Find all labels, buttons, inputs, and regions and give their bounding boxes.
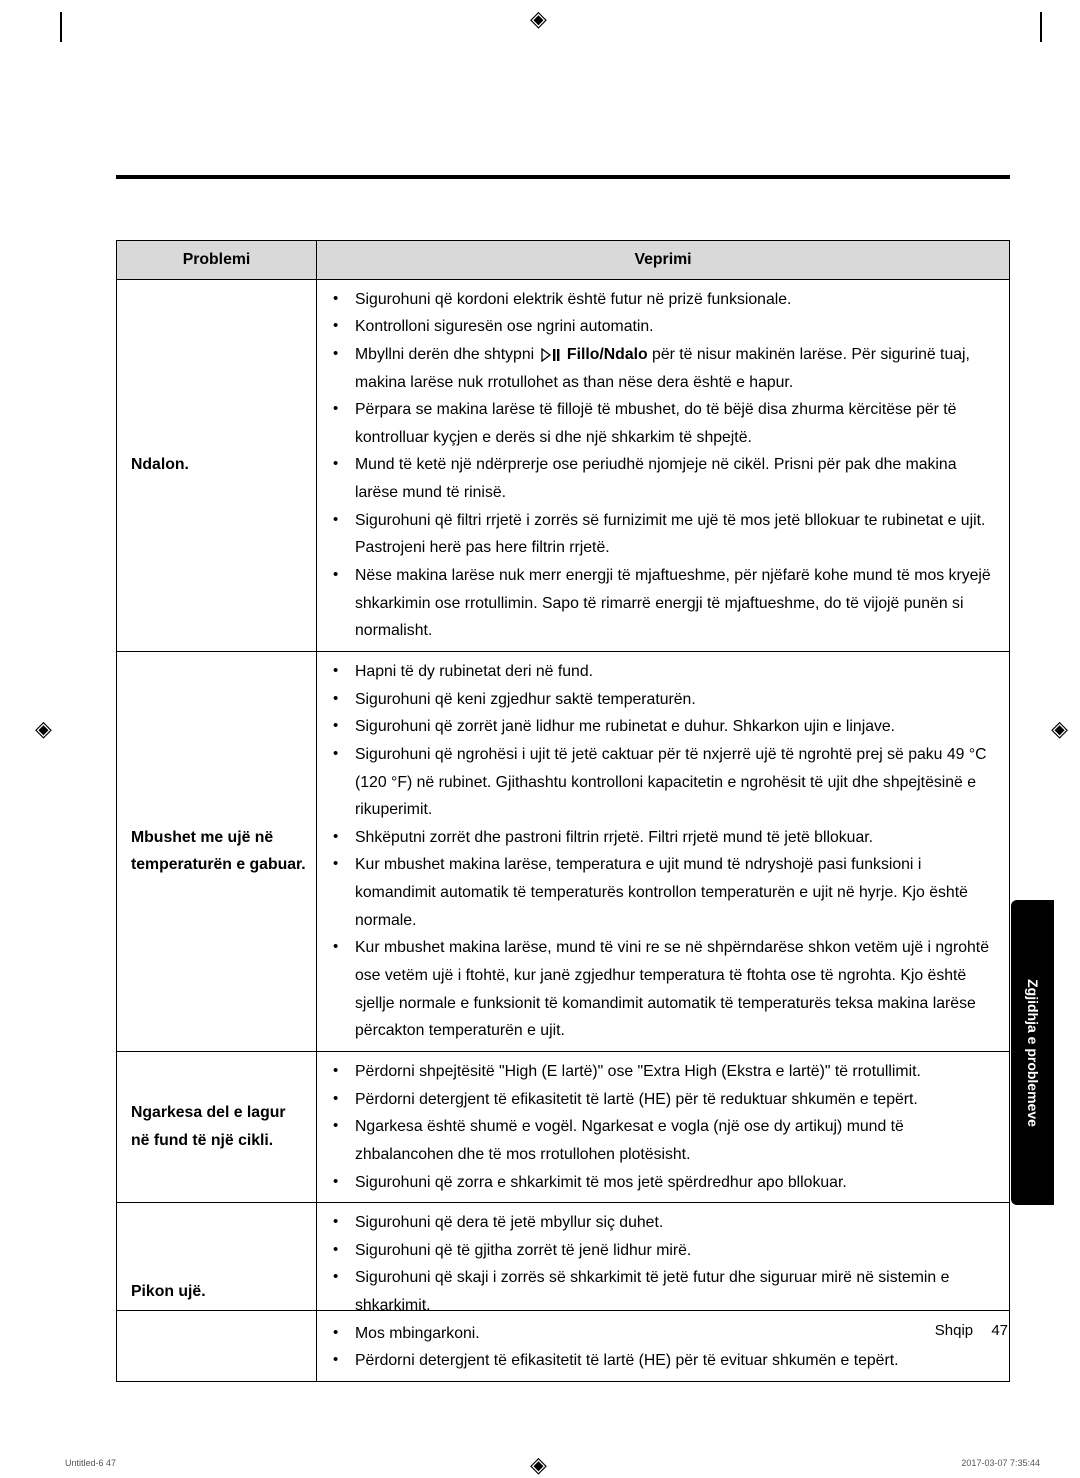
action-cell: Hapni të dy rubinetat deri në fund.Sigur… bbox=[317, 651, 1010, 1051]
action-item: Sigurohuni që kordoni elektrik është fut… bbox=[333, 286, 997, 314]
col-header-action: Veprimi bbox=[317, 241, 1010, 280]
problem-cell: Ngarkesa del e lagur në fund të një cikl… bbox=[117, 1051, 317, 1202]
crop-mark bbox=[1040, 12, 1042, 42]
action-item: Përdorni detergjent të efikasitetit të l… bbox=[333, 1347, 997, 1375]
action-cell: Sigurohuni që kordoni elektrik është fut… bbox=[317, 279, 1010, 651]
action-item: Nëse makina larëse nuk merr energji të m… bbox=[333, 562, 997, 645]
action-cell: Përdorni shpejtësitë "High (E lartë)" os… bbox=[317, 1051, 1010, 1202]
crop-mark bbox=[60, 12, 62, 42]
action-item: Përdorni detergjent të efikasitetit të l… bbox=[333, 1086, 997, 1114]
action-item: Kur mbushet makina larëse, mund të vini … bbox=[333, 934, 997, 1045]
registration-mark: ◈ bbox=[530, 6, 547, 32]
action-item: Ngarkesa është shumë e vogël. Ngarkesat … bbox=[333, 1113, 997, 1168]
footer: Shqip 47 bbox=[935, 1322, 1008, 1339]
action-item: Sigurohuni që zorrët janë lidhur me rubi… bbox=[333, 713, 997, 741]
action-item: Sigurohuni që të gjitha zorrët të jenë l… bbox=[333, 1237, 997, 1265]
action-item: Mund të ketë një ndërprerje ose periudhë… bbox=[333, 451, 997, 506]
section-tab-label: Zgjidhja e problemeve bbox=[1025, 979, 1041, 1127]
action-item: Kontrolloni siguresën ose ngrini automat… bbox=[333, 313, 997, 341]
problem-cell: Mbushet me ujë në temperaturën e gabuar. bbox=[117, 651, 317, 1051]
action-item: Mos mbingarkoni. bbox=[333, 1320, 997, 1348]
action-item: Sigurohuni që zorra e shkarkimit të mos … bbox=[333, 1169, 997, 1197]
action-item: Sigurohuni që filtri rrjetë i zorrës së … bbox=[333, 507, 997, 562]
action-item: Kur mbushet makina larëse, temperatura e… bbox=[333, 851, 997, 934]
top-rule bbox=[116, 175, 1010, 179]
action-item: Shkëputni zorrët dhe pastroni filtrin rr… bbox=[333, 824, 997, 852]
registration-mark: ◈ bbox=[530, 1452, 547, 1478]
action-item: Përpara se makina larëse të fillojë të m… bbox=[333, 396, 997, 451]
problem-cell: Pikon ujë. bbox=[117, 1203, 317, 1382]
col-header-problem: Problemi bbox=[117, 241, 317, 280]
action-item: Sigurohuni që skaji i zorrës së shkarkim… bbox=[333, 1264, 997, 1319]
action-cell: Sigurohuni që dera të jetë mbyllur siç d… bbox=[317, 1203, 1010, 1382]
action-item: Sigurohuni që keni zgjedhur saktë temper… bbox=[333, 686, 997, 714]
registration-mark: ◈ bbox=[35, 716, 52, 742]
troubleshooting-table: Problemi Veprimi Ndalon. Sigurohuni që ko… bbox=[116, 240, 1010, 1382]
footer-lang: Shqip bbox=[935, 1322, 973, 1339]
section-tab: Zgjidhja e problemeve bbox=[1011, 900, 1054, 1205]
doc-id-right: 2017-03-07 7:35:44 bbox=[961, 1458, 1040, 1468]
footer-page: 47 bbox=[991, 1322, 1008, 1339]
doc-id-left: Untitled-6 47 bbox=[65, 1458, 116, 1468]
action-item: Sigurohuni që dera të jetë mbyllur siç d… bbox=[333, 1209, 997, 1237]
action-item: Mbyllni derën dhe shtypni Fillo/Ndalo pë… bbox=[333, 341, 997, 396]
action-item: Përdorni shpejtësitë "High (E lartë)" os… bbox=[333, 1058, 997, 1086]
action-item: Sigurohuni që ngrohësi i ujit të jetë ca… bbox=[333, 741, 997, 824]
bottom-rule bbox=[116, 1310, 1010, 1311]
action-item: Hapni të dy rubinetat deri në fund. bbox=[333, 658, 997, 686]
problem-cell: Ndalon. bbox=[117, 279, 317, 651]
registration-mark: ◈ bbox=[1051, 716, 1068, 742]
